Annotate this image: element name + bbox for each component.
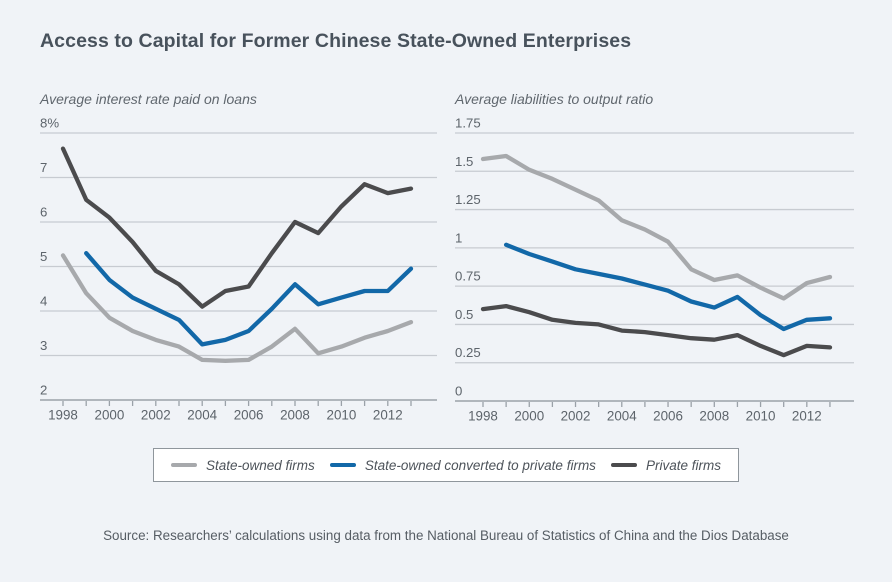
- series-line-converted: [84, 251, 414, 347]
- y-tick-label: 6: [40, 205, 47, 220]
- legend-label: Private firms: [645, 457, 721, 473]
- state-owned-line-swatch: [171, 462, 197, 468]
- legend-item-private: Private firms: [610, 457, 721, 473]
- y-tick-label: 1.5: [455, 154, 473, 169]
- legend-label: State-owned converted to private firms: [364, 457, 596, 473]
- page-title: Access to Capital for Former Chinese Sta…: [40, 30, 632, 52]
- x-tick-label: 2000: [514, 409, 544, 424]
- y-tick-label: 1.75: [455, 116, 481, 131]
- converted-line-swatch: [329, 462, 356, 468]
- x-tick-label: 1998: [48, 408, 78, 423]
- x-tick-label: 2002: [141, 408, 171, 423]
- x-tick-label: 2006: [653, 409, 683, 424]
- x-tick-label: 2008: [699, 409, 729, 424]
- x-tick-label: 2000: [95, 408, 125, 423]
- y-tick-label: 2: [40, 383, 47, 398]
- x-tick-label: 2010: [746, 409, 776, 424]
- x-tick-label: 2008: [280, 408, 310, 423]
- legend-label: State-owned firms: [206, 457, 315, 473]
- x-tick-label: 2006: [234, 408, 264, 423]
- y-tick-label: 8%: [40, 116, 59, 131]
- x-tick-label: 2012: [373, 408, 403, 423]
- series-line-state_owned: [480, 153, 833, 301]
- x-tick-label: 2002: [561, 409, 591, 424]
- series-line-converted: [503, 242, 833, 332]
- chart-liabilities-ratio: 1.75 1.5 1.25 1 0.75 0.5 0.25 0 1998 2000 2002 2004…: [455, 116, 854, 424]
- legend-item-converted: State-owned converted to private firms: [329, 457, 596, 473]
- x-tick-label: 2010: [327, 408, 357, 423]
- chart-left-subtitle: Average interest rate paid on loans: [40, 91, 257, 107]
- series-line-private: [480, 303, 833, 358]
- y-tick-label: 0.5: [455, 307, 473, 322]
- y-tick-label: 3: [40, 338, 47, 353]
- y-tick-label: 7: [40, 160, 47, 175]
- private-line-swatch: [610, 462, 637, 468]
- x-tick-label: 2012: [792, 409, 822, 424]
- y-tick-label: 0.75: [455, 269, 481, 284]
- chart-right-subtitle: Average liabilities to output ratio: [455, 91, 654, 107]
- legend: State-owned firms State-owned converted …: [153, 448, 739, 482]
- source-note: Source: Researchers’ calculations using …: [103, 528, 789, 543]
- legend-item-state-owned: State-owned firms: [171, 458, 315, 473]
- series-line-private: [60, 146, 414, 309]
- x-tick-label: 2004: [607, 409, 637, 424]
- x-tick-label: 1998: [468, 409, 498, 424]
- y-tick-label: 1.25: [455, 192, 481, 207]
- x-tick-label: 2004: [187, 408, 217, 423]
- y-tick-label: 1: [455, 230, 462, 245]
- y-tick-label: 4: [40, 294, 47, 309]
- series-line-state_owned: [60, 253, 414, 363]
- y-tick-label: 5: [40, 249, 47, 264]
- y-tick-label: 0: [455, 384, 462, 399]
- y-tick-label: 0.25: [455, 345, 481, 360]
